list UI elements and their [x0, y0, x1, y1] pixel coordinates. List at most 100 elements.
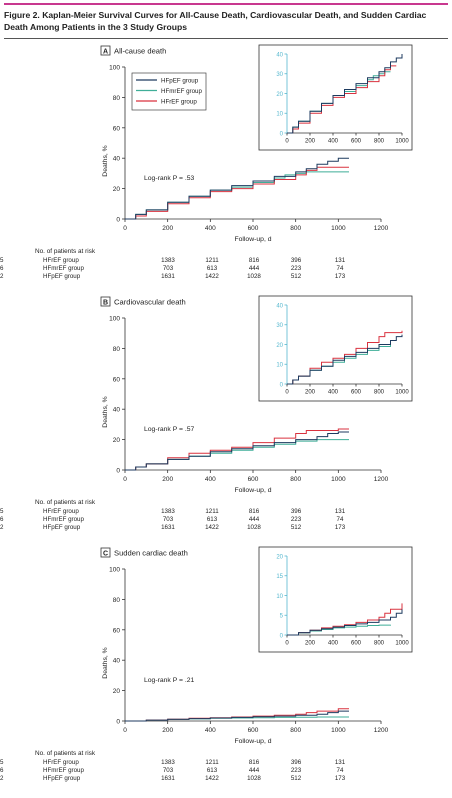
inset-curve-hfpef-group: [287, 334, 403, 385]
y-axis-label: Deaths, %: [102, 647, 109, 678]
y-tick-label: 80: [113, 346, 121, 353]
inset-x-tick-label: 400: [328, 139, 339, 145]
y-axis-label: Deaths, %: [102, 145, 109, 176]
x-tick-label: 0: [123, 727, 127, 734]
x-tick-label: 800: [290, 727, 301, 734]
panel-letter-box: [100, 547, 111, 558]
inset-y-tick-label: 40: [276, 52, 283, 58]
x-tick-label: 600: [248, 727, 259, 734]
x-tick-label: 1200: [374, 727, 389, 734]
inset-y-tick-label: 20: [276, 343, 283, 349]
inset-frame: [258, 546, 413, 653]
y-tick-label: 0: [116, 468, 120, 475]
risk-table-cell: 25: [0, 508, 4, 515]
risk-table-header: No. of patients at risk: [35, 750, 96, 757]
inset-x-tick-label: 200: [305, 139, 316, 145]
y-tick-label: 0: [116, 217, 120, 224]
x-tick-label: 1000: [331, 476, 346, 483]
panel-b-cardiovascular-death: B Cardiovascular death020406080100Deaths,…: [0, 295, 413, 531]
y-tick-label: 100: [109, 65, 120, 72]
x-axis-label: Follow-up, d: [234, 236, 271, 243]
risk-table-cell: 1211: [205, 257, 219, 264]
inset-x-tick-label: 1000: [395, 139, 409, 145]
risk-table-cell: 1028: [247, 273, 261, 280]
x-tick-label: 600: [248, 476, 259, 483]
inset-x-tick-label: 800: [374, 641, 385, 647]
risk-table-cell: 131: [335, 759, 346, 766]
risk-table-cell: 703: [163, 767, 174, 774]
panel-title: All-cause death: [114, 47, 166, 56]
curve-hfpef-group: [125, 431, 349, 471]
inset-y-tick-label: 0: [280, 131, 284, 137]
log-rank-annotation: Log-rank P = .57: [144, 426, 195, 433]
panel-title: Cardiovascular death: [114, 298, 186, 307]
risk-table-cell: 703: [163, 265, 174, 272]
inset-y-tick-label: 20: [276, 554, 283, 560]
panel-letter: B: [103, 300, 108, 307]
risk-table-cell: 173: [335, 273, 346, 280]
risk-table-cell: 1211: [205, 759, 219, 766]
risk-table-group: HFrEF group: [43, 508, 79, 515]
risk-table-cell: 444: [249, 767, 260, 774]
inset-x-tick-label: 600: [351, 641, 362, 647]
risk-table-header: No. of patients at risk: [35, 499, 96, 506]
x-tick-label: 1000: [331, 727, 346, 734]
inset-y-tick-label: 0: [280, 633, 284, 639]
risk-table-cell: 703: [163, 516, 174, 523]
risk-table-cell: 396: [291, 759, 302, 766]
risk-table-group: HFmrEF group: [43, 516, 84, 523]
y-axis-label: Deaths, %: [102, 396, 109, 427]
inset-x-tick-label: 200: [305, 641, 316, 647]
x-tick-label: 600: [248, 225, 259, 232]
inset-x-tick-label: 0: [285, 139, 289, 145]
inset-y-tick-label: 20: [276, 92, 283, 98]
risk-table-group: HFpEF group: [43, 775, 81, 782]
risk-table-cell: 512: [291, 273, 302, 280]
risk-table-cell: 131: [335, 508, 346, 515]
risk-table-cell: 223: [291, 265, 302, 272]
risk-table-cell: 223: [291, 516, 302, 523]
y-tick-label: 20: [113, 186, 121, 193]
risk-table-cell: 444: [249, 265, 260, 272]
risk-table-cell: 16: [0, 265, 4, 272]
risk-table-cell: 1383: [161, 508, 175, 515]
risk-table-cell: 396: [291, 508, 302, 515]
inset-x-tick-label: 0: [285, 390, 289, 396]
x-tick-label: 1000: [331, 225, 346, 232]
title-divider: [4, 38, 448, 39]
y-tick-label: 60: [113, 376, 121, 383]
x-tick-label: 800: [290, 225, 301, 232]
y-tick-label: 100: [109, 316, 120, 323]
x-tick-label: 200: [162, 727, 173, 734]
risk-table-cell: 1028: [247, 775, 261, 782]
risk-table-cell: 1422: [205, 273, 219, 280]
risk-table-cell: 613: [207, 767, 218, 774]
inset-y-tick-label: 30: [276, 323, 283, 329]
inset-frame: [258, 295, 413, 402]
x-tick-label: 0: [123, 476, 127, 483]
inset-x-tick-label: 1000: [395, 390, 409, 396]
risk-table-cell: 25: [0, 257, 4, 264]
risk-table-cell: 131: [335, 257, 346, 264]
risk-table-cell: 1422: [205, 524, 219, 531]
inset-x-tick-label: 600: [351, 390, 362, 396]
curve-hfpef-group: [125, 157, 349, 220]
inset-x-tick-label: 1000: [395, 641, 409, 647]
y-tick-label: 20: [113, 437, 121, 444]
risk-table-cell: 1028: [247, 524, 261, 531]
inset-x-tick-label: 400: [328, 641, 339, 647]
inset-curve-hfpef-group: [287, 54, 403, 134]
panel-letter-box: [100, 45, 111, 56]
y-tick-label: 100: [109, 567, 120, 574]
risk-table-cell: 512: [291, 775, 302, 782]
inset-y-tick-label: 30: [276, 72, 283, 78]
legend-box: [131, 72, 207, 111]
risk-table-cell: 1211: [205, 508, 219, 515]
legend-label: HFpEF group: [161, 77, 199, 84]
inset-y-tick-label: 10: [276, 594, 283, 600]
panel-title: Sudden cardiac death: [114, 549, 188, 558]
risk-table-cell: 42: [0, 775, 4, 782]
x-tick-label: 800: [290, 476, 301, 483]
curve-hfpef-group: [125, 710, 349, 722]
